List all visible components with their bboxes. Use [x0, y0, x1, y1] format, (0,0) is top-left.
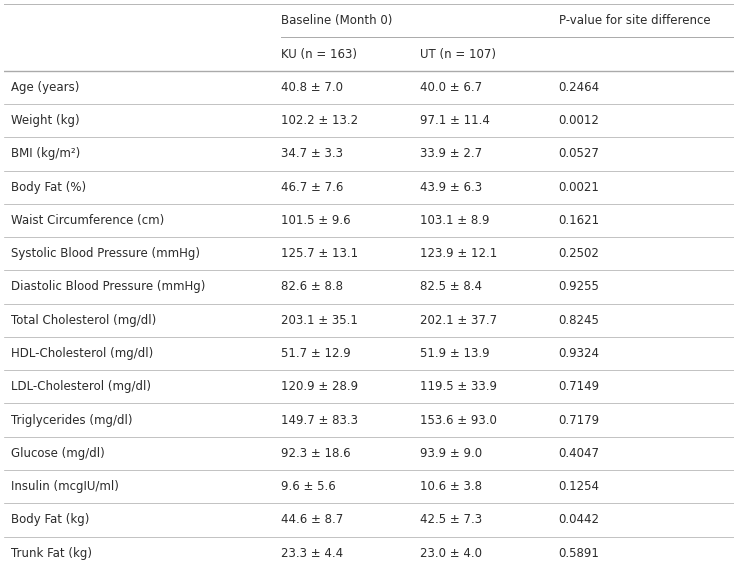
Text: 51.9 ± 13.9: 51.9 ± 13.9	[420, 347, 490, 360]
Text: 0.0021: 0.0021	[559, 181, 599, 193]
Text: Body Fat (kg): Body Fat (kg)	[11, 513, 90, 526]
Text: Systolic Blood Pressure (mmHg): Systolic Blood Pressure (mmHg)	[11, 247, 200, 260]
Text: 42.5 ± 7.3: 42.5 ± 7.3	[420, 513, 482, 526]
Text: 23.3 ± 4.4: 23.3 ± 4.4	[281, 546, 344, 560]
Text: 40.8 ± 7.0: 40.8 ± 7.0	[281, 81, 344, 94]
Text: Trunk Fat (kg): Trunk Fat (kg)	[11, 546, 92, 560]
Text: 123.9 ± 12.1: 123.9 ± 12.1	[420, 247, 497, 260]
Text: 0.9255: 0.9255	[559, 281, 599, 293]
Text: Diastolic Blood Pressure (mmHg): Diastolic Blood Pressure (mmHg)	[11, 281, 206, 293]
Text: 0.8245: 0.8245	[559, 314, 599, 327]
Text: 0.7149: 0.7149	[559, 381, 600, 393]
Text: BMI (kg/m²): BMI (kg/m²)	[11, 148, 81, 160]
Text: 82.5 ± 8.4: 82.5 ± 8.4	[420, 281, 482, 293]
Text: Body Fat (%): Body Fat (%)	[11, 181, 86, 193]
Text: 101.5 ± 9.6: 101.5 ± 9.6	[281, 214, 351, 227]
Text: 40.0 ± 6.7: 40.0 ± 6.7	[420, 81, 482, 94]
Text: 82.6 ± 8.8: 82.6 ± 8.8	[281, 281, 344, 293]
Text: 0.1254: 0.1254	[559, 480, 599, 493]
Text: 92.3 ± 18.6: 92.3 ± 18.6	[281, 447, 351, 460]
Text: 0.4047: 0.4047	[559, 447, 599, 460]
Text: 0.0012: 0.0012	[559, 114, 599, 127]
Text: 23.0 ± 4.0: 23.0 ± 4.0	[420, 546, 482, 560]
Text: 44.6 ± 8.7: 44.6 ± 8.7	[281, 513, 344, 526]
Text: 120.9 ± 28.9: 120.9 ± 28.9	[281, 381, 358, 393]
Text: 0.1621: 0.1621	[559, 214, 600, 227]
Text: 0.7179: 0.7179	[559, 414, 600, 426]
Text: Insulin (mcgIU/ml): Insulin (mcgIU/ml)	[11, 480, 119, 493]
Text: UT (n = 107): UT (n = 107)	[420, 48, 496, 61]
Text: 51.7 ± 12.9: 51.7 ± 12.9	[281, 347, 351, 360]
Text: Age (years): Age (years)	[11, 81, 80, 94]
Text: 34.7 ± 3.3: 34.7 ± 3.3	[281, 148, 344, 160]
Text: Baseline (Month 0): Baseline (Month 0)	[281, 14, 393, 28]
Text: 10.6 ± 3.8: 10.6 ± 3.8	[420, 480, 482, 493]
Text: 43.9 ± 6.3: 43.9 ± 6.3	[420, 181, 482, 193]
Text: 153.6 ± 93.0: 153.6 ± 93.0	[420, 414, 497, 426]
Text: Weight (kg): Weight (kg)	[11, 114, 80, 127]
Text: 9.6 ± 5.6: 9.6 ± 5.6	[281, 480, 336, 493]
Text: 119.5 ± 33.9: 119.5 ± 33.9	[420, 381, 497, 393]
Text: 202.1 ± 37.7: 202.1 ± 37.7	[420, 314, 497, 327]
Text: Glucose (mg/dl): Glucose (mg/dl)	[11, 447, 105, 460]
Text: 0.5891: 0.5891	[559, 546, 599, 560]
Text: LDL-Cholesterol (mg/dl): LDL-Cholesterol (mg/dl)	[11, 381, 152, 393]
Text: 0.2464: 0.2464	[559, 81, 600, 94]
Text: 125.7 ± 13.1: 125.7 ± 13.1	[281, 247, 358, 260]
Text: 103.1 ± 8.9: 103.1 ± 8.9	[420, 214, 490, 227]
Text: Waist Circumference (cm): Waist Circumference (cm)	[11, 214, 165, 227]
Text: 0.9324: 0.9324	[559, 347, 599, 360]
Text: 33.9 ± 2.7: 33.9 ± 2.7	[420, 148, 482, 160]
Text: Triglycerides (mg/dl): Triglycerides (mg/dl)	[11, 414, 133, 426]
Text: 149.7 ± 83.3: 149.7 ± 83.3	[281, 414, 358, 426]
Text: 203.1 ± 35.1: 203.1 ± 35.1	[281, 314, 358, 327]
Text: 0.0442: 0.0442	[559, 513, 599, 526]
Text: KU (n = 163): KU (n = 163)	[281, 48, 358, 61]
Text: 102.2 ± 13.2: 102.2 ± 13.2	[281, 114, 358, 127]
Text: 97.1 ± 11.4: 97.1 ± 11.4	[420, 114, 490, 127]
Text: 46.7 ± 7.6: 46.7 ± 7.6	[281, 181, 344, 193]
Text: HDL-Cholesterol (mg/dl): HDL-Cholesterol (mg/dl)	[11, 347, 154, 360]
Text: Total Cholesterol (mg/dl): Total Cholesterol (mg/dl)	[11, 314, 157, 327]
Text: 0.0527: 0.0527	[559, 148, 599, 160]
Text: 0.2502: 0.2502	[559, 247, 599, 260]
Text: P-value for site difference: P-value for site difference	[559, 14, 710, 28]
Text: 93.9 ± 9.0: 93.9 ± 9.0	[420, 447, 482, 460]
